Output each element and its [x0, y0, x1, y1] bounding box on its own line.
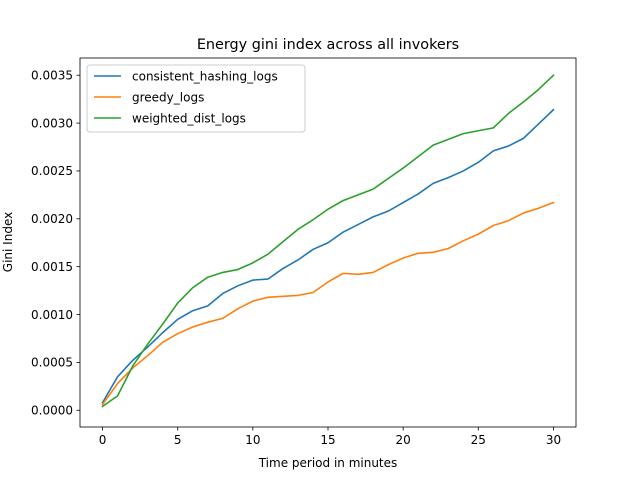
- legend-box: [86, 64, 306, 133]
- series-line-weighted-dist-logs: [101, 74, 555, 408]
- y-tick-label: 0.0030: [31, 116, 73, 130]
- legend-label: greedy_logs: [132, 90, 204, 104]
- y-tick-label: 0.0025: [31, 164, 73, 178]
- plot-lines: [101, 74, 555, 408]
- x-tick-label: 10: [245, 433, 260, 447]
- y-tick-label: 0.0020: [31, 212, 73, 226]
- chart-title: Energy gini index across all invokers: [197, 37, 459, 53]
- x-tick-label: 15: [320, 433, 335, 447]
- legend: consistent_hashing_logs greedy_logsweight…: [86, 64, 306, 133]
- x-tick-label: 25: [471, 433, 486, 447]
- x-tick-label: 20: [396, 433, 411, 447]
- axes: 0 5 10 15 20 25 30 0.0000 0.0005 0.0010 0.0015 0.00…: [31, 57, 577, 447]
- legend-label: weighted_dist_logs: [132, 111, 246, 125]
- y-tick-label: 0.0010: [31, 308, 73, 322]
- series-line-greedy-logs: [101, 201, 555, 406]
- y-tick-label: 0.0005: [31, 356, 73, 370]
- y-tick-label: 0.0015: [31, 260, 73, 274]
- x-tick-label: 5: [174, 433, 182, 447]
- x-axis-label: Time period in minutes: [258, 456, 398, 470]
- x-tick-label: 0: [99, 433, 107, 447]
- y-tick-label: 0.0035: [31, 69, 73, 83]
- y-axis-label: Gini Index: [1, 212, 15, 272]
- x-tick-label: 30: [546, 433, 561, 447]
- legend-label: consistent_hashing_logs: [132, 69, 278, 83]
- y-tick-label: 0.0000: [31, 404, 73, 418]
- series-line-consistent-hashing-logs: [101, 108, 555, 404]
